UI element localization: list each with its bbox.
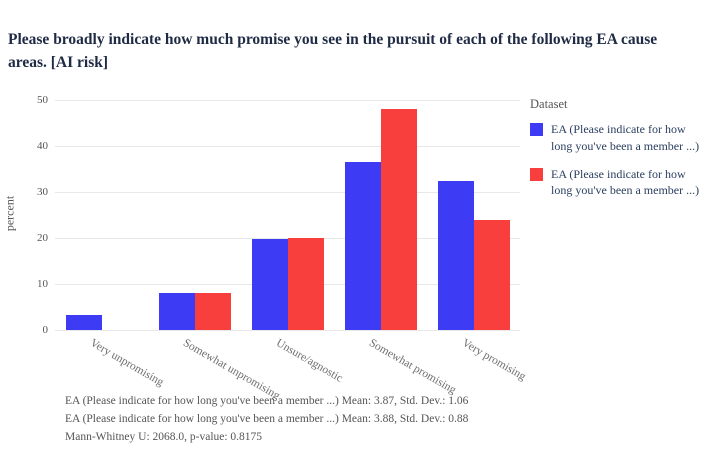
legend-item[interactable]: EA (Please indicate for how long you've … xyxy=(530,121,702,155)
gridline xyxy=(55,100,520,101)
bar xyxy=(194,293,231,330)
bar xyxy=(65,315,102,330)
legend-swatch-icon xyxy=(530,123,543,136)
bar xyxy=(158,293,195,330)
annotation-line-2: EA (Please indicate for how long you've … xyxy=(65,412,469,425)
y-tick-label: 30 xyxy=(37,186,48,198)
bar-group xyxy=(241,100,334,330)
chart-title: Please broadly indicate how much promise… xyxy=(8,31,658,72)
legend-swatch-icon xyxy=(530,167,543,181)
bar xyxy=(437,181,474,330)
legend-title: Dataset xyxy=(530,97,568,111)
gridline xyxy=(55,146,520,147)
legend-item[interactable]: EA (Please indicate for how long you've … xyxy=(530,166,702,200)
y-tick-label: 10 xyxy=(37,278,48,290)
plot-area xyxy=(55,100,520,331)
bar-group xyxy=(148,100,241,330)
bar xyxy=(344,162,381,330)
annotations: EA (Please indicate for how long you've … xyxy=(65,393,468,446)
bar-groups xyxy=(55,100,520,330)
legend-items: EA (Please indicate for how long you've … xyxy=(530,121,702,199)
legend: Dataset EA (Please indicate for how long… xyxy=(530,97,702,210)
bar-group xyxy=(334,100,427,330)
y-tick-label: 50 xyxy=(37,94,48,106)
bar xyxy=(287,238,324,330)
legend-label: EA (Please indicate for how long you've … xyxy=(551,122,700,153)
annotation-line-3: Mann-Whitney U: 2068.0, p-value: 0.8175 xyxy=(65,430,263,443)
bar-group xyxy=(427,100,520,330)
y-tick-label: 40 xyxy=(37,140,48,152)
bar xyxy=(380,109,417,330)
y-axis-title: percent xyxy=(2,195,17,232)
gridline xyxy=(55,330,520,331)
bar xyxy=(251,238,288,330)
bar xyxy=(473,219,510,330)
gridline xyxy=(55,192,520,193)
legend-label: EA (Please indicate for how long you've … xyxy=(551,166,700,198)
y-tick-label: 20 xyxy=(37,232,48,244)
annotation-line-1: EA (Please indicate for how long you've … xyxy=(65,395,469,407)
bar-group xyxy=(55,100,148,330)
y-tick-label: 0 xyxy=(42,324,49,336)
x-tick-label: Very promising xyxy=(460,337,528,384)
